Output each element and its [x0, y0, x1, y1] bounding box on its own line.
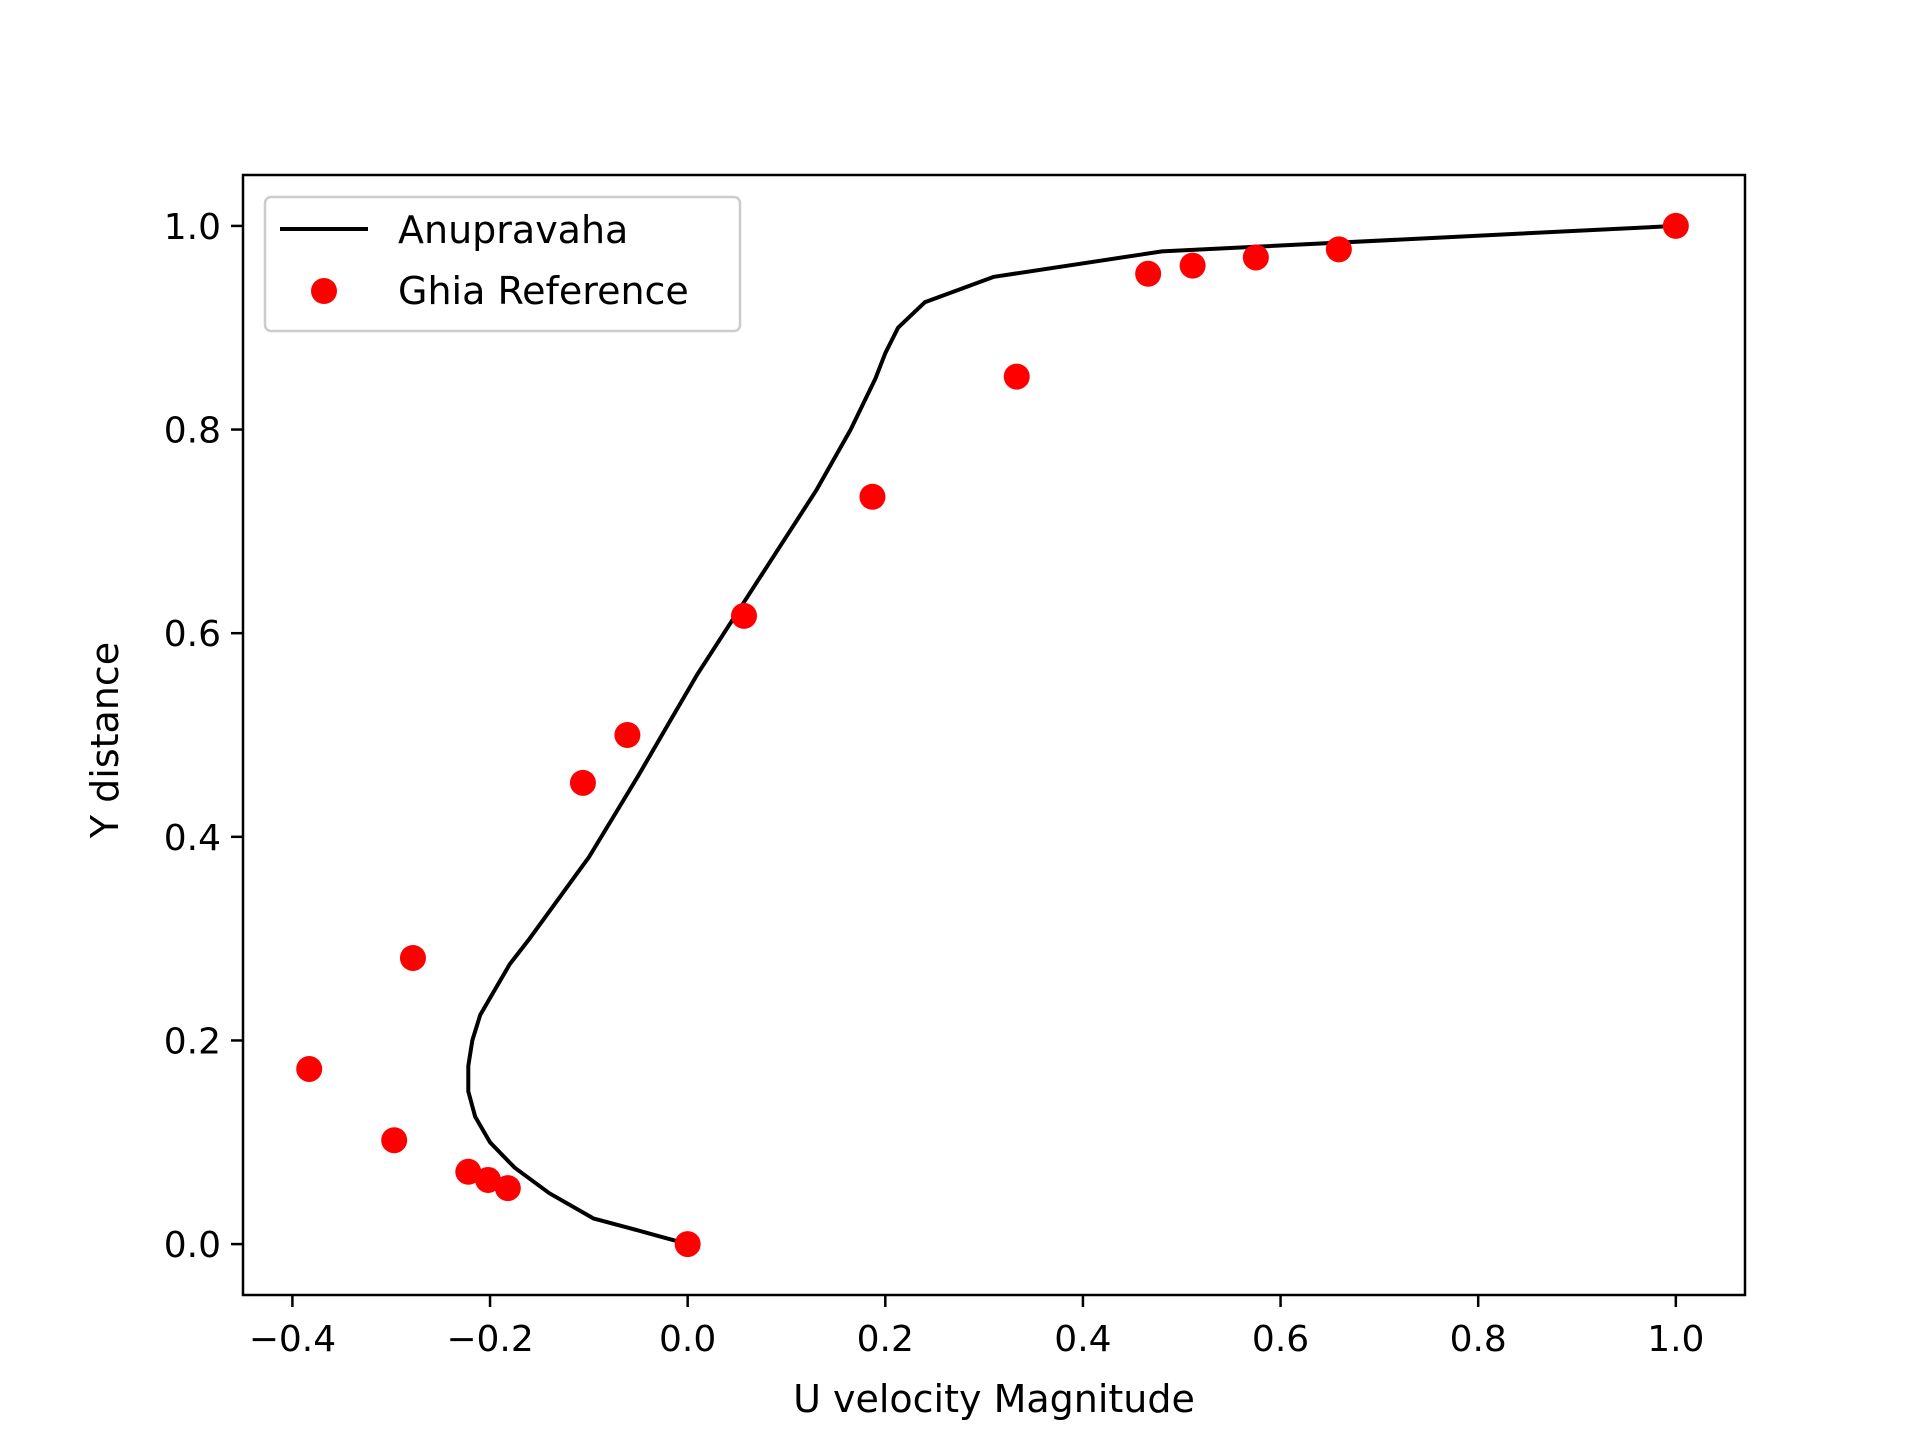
y-axis-ticks: 0.0 0.2 0.4 0.6 0.8 1.0 — [164, 207, 243, 1266]
data-point-ghia-reference — [614, 722, 641, 748]
y-tick-label: 0.6 — [164, 614, 221, 655]
data-point-ghia-reference — [455, 1158, 482, 1185]
legend-label-series-2: Ghia Reference — [398, 269, 689, 313]
x-tick-label: 0.2 — [857, 1319, 914, 1360]
x-tick-label: 0.8 — [1450, 1319, 1507, 1360]
data-point-ghia-reference — [730, 602, 757, 629]
data-point-ghia-reference — [1179, 252, 1206, 279]
legend-label-series-1: Anupravaha — [398, 208, 628, 252]
legend-marker-swatch — [311, 278, 337, 304]
y-tick-label: 0.0 — [164, 1225, 221, 1266]
legend: Anupravaha Ghia Reference — [263, 195, 742, 333]
data-point-ghia-reference — [1135, 260, 1162, 287]
data-point-ghia-reference — [296, 1055, 323, 1082]
y-tick-label: 1.0 — [164, 207, 221, 248]
x-axis-ticks: −0.4 −0.2 0.0 0.2 0.4 0.6 0.8 1.0 — [249, 1295, 1704, 1360]
data-point-ghia-reference — [1325, 236, 1352, 263]
series-line-anupravaha — [466, 223, 1676, 1247]
data-point-ghia-reference — [1003, 363, 1030, 390]
x-tick-label: 0.0 — [659, 1319, 716, 1360]
data-point-ghia-reference — [475, 1166, 502, 1193]
y-tick-label: 0.4 — [164, 818, 221, 859]
legend-box — [263, 195, 742, 333]
x-tick-label: −0.2 — [446, 1319, 533, 1360]
plot-frame — [241, 173, 1747, 1297]
data-point-ghia-reference — [494, 1175, 521, 1202]
data-point-ghia-reference — [381, 1127, 408, 1154]
x-tick-label: 0.6 — [1252, 1319, 1309, 1360]
x-tick-label: −0.4 — [249, 1319, 336, 1360]
data-point-ghia-reference — [569, 769, 596, 796]
data-point-ghia-reference — [674, 1231, 701, 1258]
data-point-ghia-reference — [399, 944, 426, 971]
x-axis-label: U velocity Magnitude — [793, 1377, 1195, 1421]
y-tick-label: 0.2 — [164, 1021, 221, 1062]
x-tick-label: 0.4 — [1054, 1319, 1111, 1360]
y-tick-label: 0.8 — [164, 411, 221, 452]
x-tick-label: 1.0 — [1647, 1319, 1704, 1360]
y-axis-label: Y distance — [83, 642, 127, 839]
data-point-ghia-reference — [1662, 212, 1689, 239]
data-point-ghia-reference — [1242, 244, 1269, 271]
plot-series — [296, 212, 1689, 1258]
data-point-ghia-reference — [859, 483, 886, 510]
